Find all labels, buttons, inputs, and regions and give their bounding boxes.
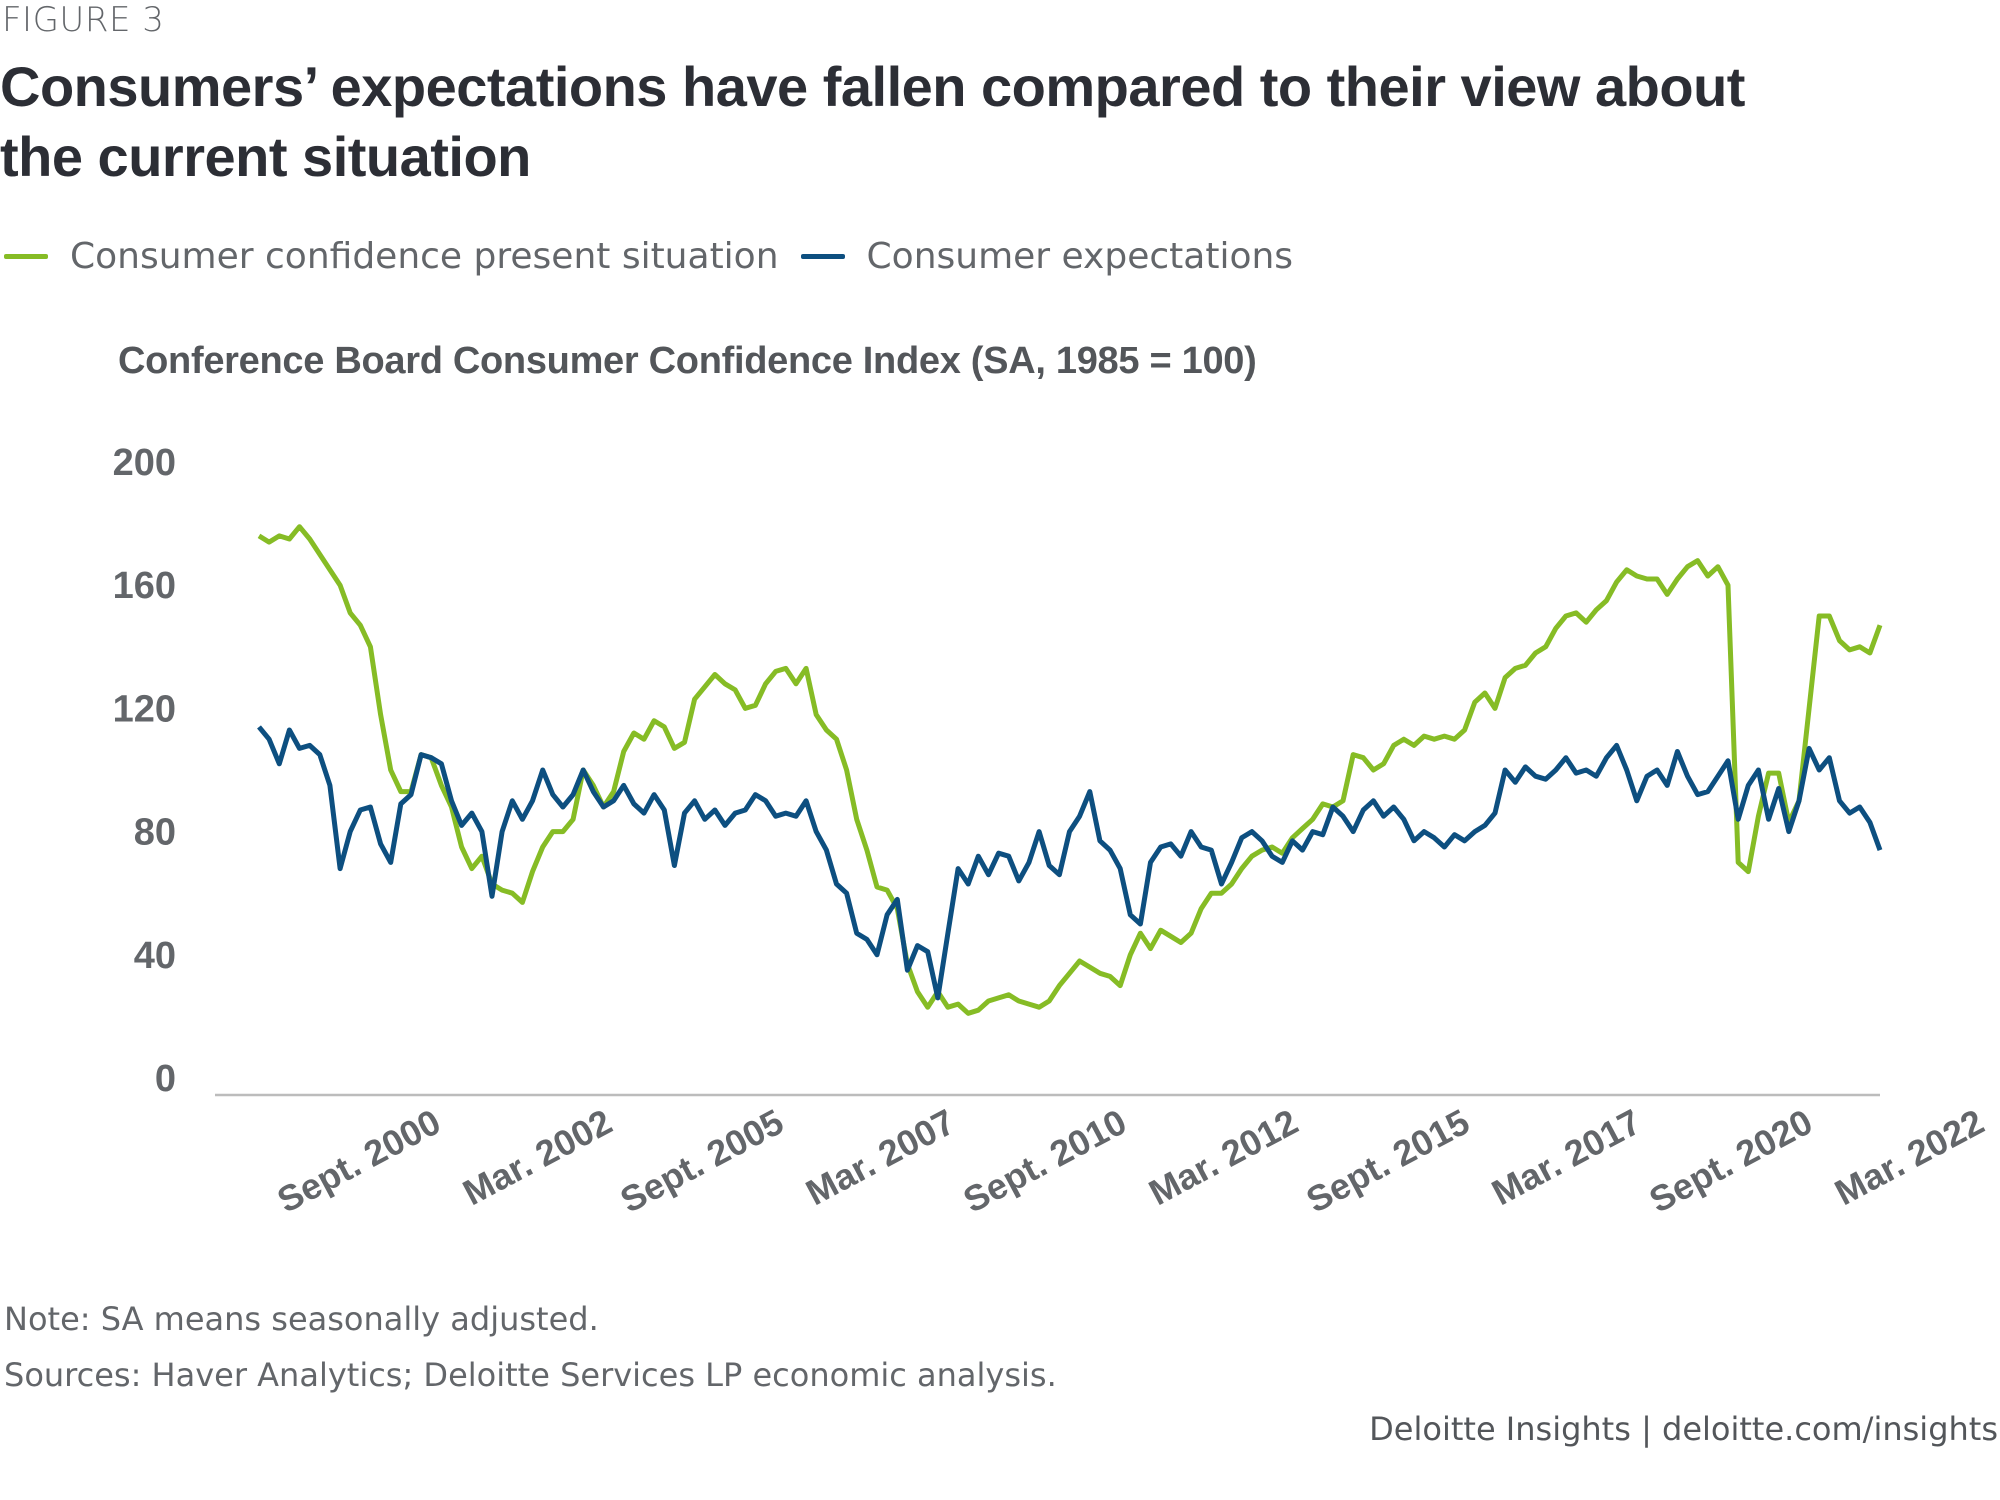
x-tick-label: Sept. 2005 xyxy=(613,1101,790,1221)
figure-label: FIGURE 3 xyxy=(2,0,165,40)
credit-text: Deloitte Insights | deloitte.com/insight… xyxy=(1369,1410,1998,1448)
x-tick-label: Sept. 2010 xyxy=(956,1101,1133,1221)
legend-swatch-blue xyxy=(800,254,845,259)
y-axis-title: Conference Board Consumer Confidence Ind… xyxy=(118,340,1257,382)
x-tick-label: Sept. 2000 xyxy=(270,1101,447,1221)
y-axis: 0 40 80 120 160 200 xyxy=(113,442,176,1100)
series-line-expectations xyxy=(257,725,1883,1001)
note-text: Note: SA means seasonally adjusted. xyxy=(4,1300,599,1338)
x-tick-label: Sept. 2020 xyxy=(1642,1101,1819,1221)
x-tick-label: Mar. 2012 xyxy=(1142,1101,1304,1213)
series-group xyxy=(257,524,1883,1016)
x-tick-label: Mar. 2002 xyxy=(456,1101,618,1213)
x-tick-label: Mar. 2007 xyxy=(799,1101,961,1213)
series-line-present-situation xyxy=(257,524,1883,1016)
y-tick-label: 160 xyxy=(113,565,176,607)
x-tick-label: Mar. 2017 xyxy=(1485,1101,1647,1213)
sources-text: Sources: Haver Analytics; Deloitte Servi… xyxy=(4,1356,1057,1394)
legend-swatch-green xyxy=(4,254,48,259)
y-tick-label: 0 xyxy=(155,1058,176,1100)
x-tick-label: Mar. 2022 xyxy=(1828,1101,1990,1213)
legend-item-present-situation: Consumer confidence present situation xyxy=(4,236,779,277)
y-tick-label: 120 xyxy=(113,688,176,730)
x-tick-label: Sept. 2015 xyxy=(1299,1101,1476,1221)
legend-item-expectations: Consumer expectations xyxy=(800,236,1294,277)
y-tick-label: 40 xyxy=(134,935,176,977)
y-tick-label: 80 xyxy=(134,812,176,854)
legend-label: Consumer expectations xyxy=(866,236,1294,277)
chart-title: Consumers’ expectations have fallen comp… xyxy=(0,55,1745,188)
y-tick-label: 200 xyxy=(113,442,176,484)
legend: Consumer confidence present situation Co… xyxy=(4,236,1315,277)
legend-label: Consumer confidence present situation xyxy=(70,236,779,277)
